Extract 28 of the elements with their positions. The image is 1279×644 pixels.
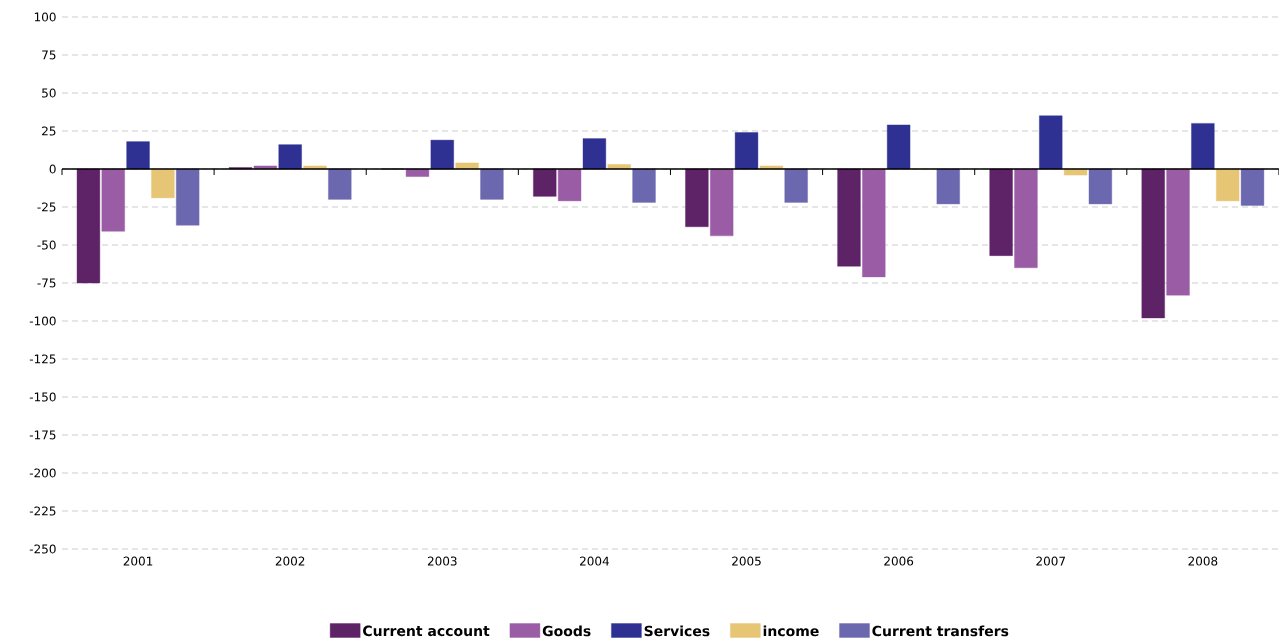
legend-label: Current transfers <box>872 625 1009 637</box>
x-tick-label: 2004 <box>580 556 609 566</box>
y-tick-label: -75 <box>37 278 56 288</box>
legend-label: Goods <box>542 625 591 637</box>
x-tick-label: 2005 <box>732 556 761 566</box>
y-tick-label: -25 <box>37 202 56 212</box>
x-tick-label: 2008 <box>1188 556 1218 566</box>
legend-label: Current account <box>363 625 490 637</box>
y-tick-label: 0 <box>49 164 56 174</box>
x-tick-label: 2002 <box>275 556 305 566</box>
y-tick-label: -150 <box>29 392 56 402</box>
y-tick-label: 75 <box>42 50 56 60</box>
y-tick-label: -175 <box>29 430 56 440</box>
x-tick-label: 2003 <box>427 556 457 566</box>
y-tick-label: 50 <box>42 88 56 98</box>
y-tick-label: -100 <box>29 316 56 326</box>
y-tick-label: -50 <box>37 240 56 250</box>
y-tick-label: -200 <box>29 468 56 478</box>
x-tick-label: 2007 <box>1036 556 1065 566</box>
y-tick-label: 25 <box>42 126 56 136</box>
legend-label: Services <box>644 625 710 637</box>
x-tick-label: 2001 <box>123 556 153 566</box>
y-tick-label: 100 <box>34 12 56 22</box>
y-tick-label: -250 <box>29 544 56 554</box>
legend-label: income <box>763 625 819 637</box>
y-tick-label: -225 <box>29 506 56 516</box>
x-tick-label: 2006 <box>884 556 914 566</box>
y-tick-label: -125 <box>29 354 56 364</box>
